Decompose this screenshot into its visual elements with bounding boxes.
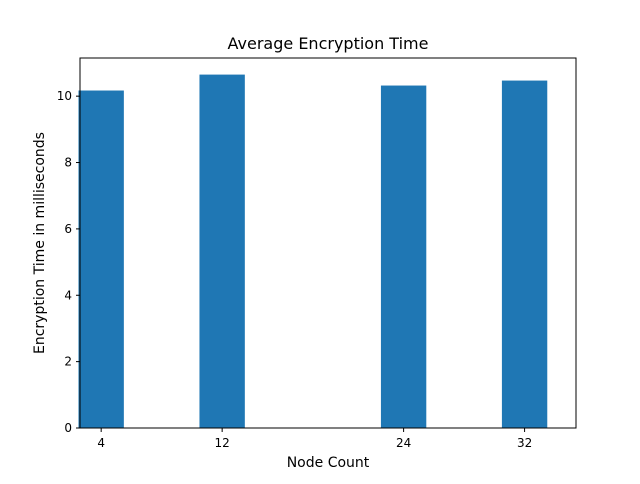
y-tick-label: 8 <box>64 156 72 170</box>
x-tick-label: 4 <box>97 436 105 450</box>
x-tick-label: 32 <box>517 436 532 450</box>
bar-4 <box>78 90 124 429</box>
y-tick-label: 6 <box>64 222 72 236</box>
bars-layer <box>78 74 548 429</box>
y-axis-ticks: 0 2 4 6 8 10 <box>57 89 80 435</box>
x-axis-ticks: 4 12 24 32 <box>97 428 532 450</box>
x-axis-label: Node Count <box>287 455 370 471</box>
x-tick-label: 12 <box>215 436 230 450</box>
y-tick-label: 2 <box>64 355 72 369</box>
y-tick-label: 10 <box>57 89 72 103</box>
y-axis-label: Encryption Time in milliseconds <box>32 132 48 354</box>
bar-32 <box>501 80 548 428</box>
y-tick-label: 0 <box>64 421 72 435</box>
plot-frame <box>79 57 577 429</box>
bar-24 <box>380 85 427 428</box>
bar-12 <box>199 74 245 429</box>
x-tick-label: 24 <box>396 436 411 450</box>
chart-title: Average Encryption Time <box>228 34 429 53</box>
y-tick-label: 4 <box>64 288 72 302</box>
